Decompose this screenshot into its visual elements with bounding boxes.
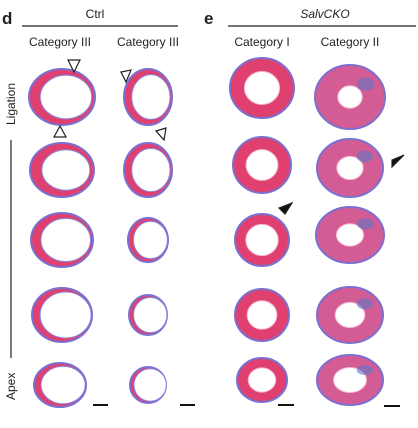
lumen	[133, 296, 168, 334]
lumen	[40, 217, 92, 263]
lumen	[336, 155, 364, 181]
arrowhead	[154, 127, 167, 142]
fibrosis	[356, 365, 374, 375]
lumen	[132, 220, 168, 260]
lumen	[131, 147, 171, 193]
lumen	[335, 223, 365, 247]
fibrosis	[356, 150, 374, 163]
arrowhead	[52, 124, 68, 138]
group-title: SalvCKO	[300, 7, 349, 21]
lumen	[40, 365, 86, 405]
fibrosis	[356, 218, 374, 230]
fibrosis	[356, 298, 374, 310]
group-title: Ctrl	[86, 7, 105, 21]
sections	[28, 57, 405, 408]
lumen	[246, 300, 278, 330]
column-label: Category III	[117, 35, 179, 49]
column-label: Category II	[321, 35, 380, 49]
arrowhead	[277, 201, 294, 215]
arrowhead	[391, 154, 405, 169]
lumen	[245, 149, 279, 181]
lumen	[333, 367, 367, 393]
lumen	[245, 223, 279, 257]
column-label: Category III	[29, 35, 91, 49]
lumen	[334, 301, 366, 329]
lumen	[39, 291, 92, 339]
panel-label: e	[204, 9, 213, 28]
axis-label-bottom: Apex	[4, 373, 18, 400]
lumen	[41, 149, 91, 191]
fibrosis	[357, 77, 375, 91]
column-label: Category I	[234, 35, 289, 49]
lumen	[131, 74, 171, 120]
panel-label: d	[2, 9, 12, 28]
lumen	[247, 367, 277, 393]
arrowhead	[67, 59, 81, 74]
lumen	[39, 74, 93, 120]
lumen	[133, 368, 167, 402]
lumen	[243, 71, 281, 105]
arrowhead	[120, 69, 132, 84]
axis-label-top: Ligation	[4, 83, 18, 125]
lumen	[337, 85, 363, 109]
